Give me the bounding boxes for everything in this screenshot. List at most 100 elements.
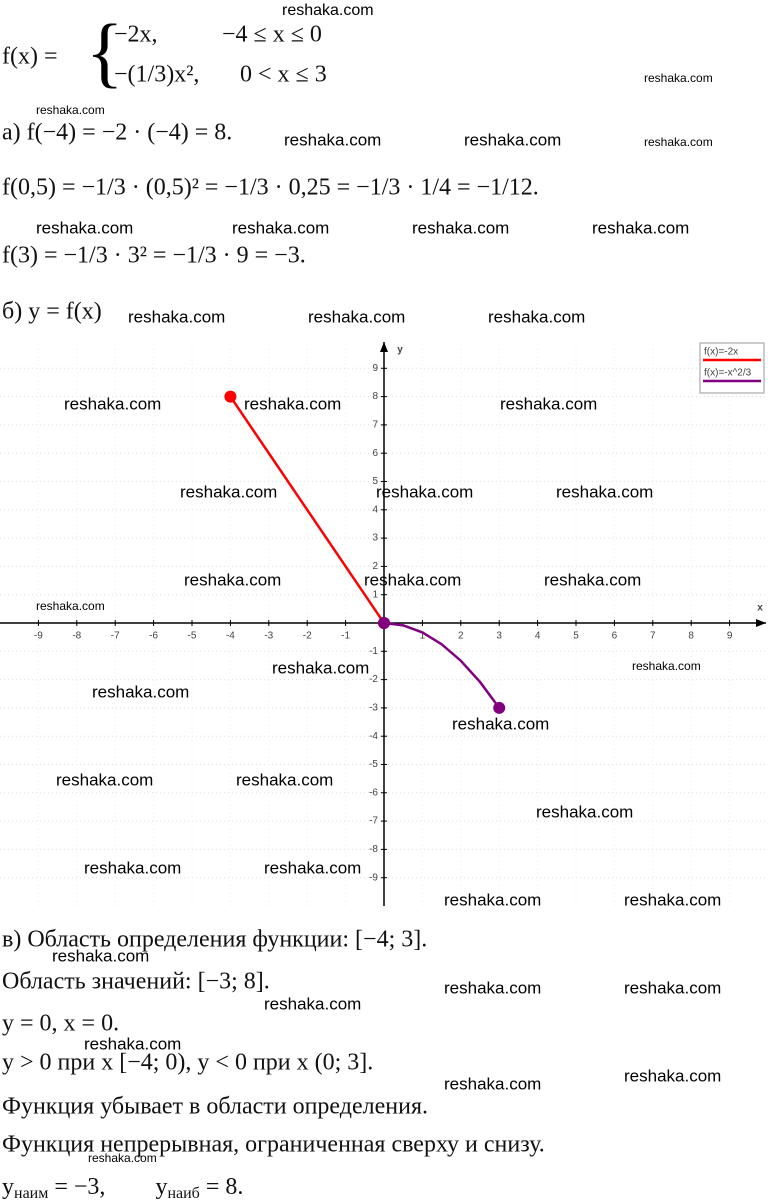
legend-label: f(x)=-2x xyxy=(704,347,738,358)
watermark: reshaka.com xyxy=(84,1034,181,1053)
x-tick-label: 8 xyxy=(688,631,694,642)
y-tick-label: -7 xyxy=(369,816,378,827)
watermark: reshaka.com xyxy=(644,135,713,149)
y-tick-label: -4 xyxy=(369,731,378,742)
x-tick-label: -2 xyxy=(303,631,312,642)
part-b: б) y = f(x) xyxy=(2,299,102,325)
watermark: reshaka.com xyxy=(264,858,361,877)
watermark: reshaka.com xyxy=(444,978,541,997)
series-line xyxy=(229,395,386,624)
watermark: reshaka.com xyxy=(556,482,653,501)
watermark: reshaka.com xyxy=(364,570,461,589)
series-line xyxy=(383,621,501,709)
watermark: reshaka.com xyxy=(536,802,633,821)
watermark: reshaka.com xyxy=(56,770,153,789)
condition-2: 0 < x ≤ 3 xyxy=(240,62,327,88)
watermark: reshaka.com xyxy=(92,682,189,701)
y-tick-label: -1 xyxy=(369,646,378,657)
x-tick-label: -3 xyxy=(264,631,273,642)
chart: -9 -8 -7 -6 -5 -4 -3 -2 -1 1 2 3 4 5 6 7 8 9 -9 -8 -7 -6 -5 -4 -… xyxy=(0,340,768,906)
max-value: = 8. xyxy=(200,1174,244,1200)
x-arrow xyxy=(756,619,766,627)
watermark: reshaka.com xyxy=(412,218,509,237)
watermark: reshaka.com xyxy=(624,890,721,909)
watermark: reshaka.com xyxy=(232,218,329,237)
condition-1: −4 ≤ x ≤ 0 xyxy=(222,22,322,48)
watermark: reshaka.com xyxy=(624,978,721,997)
case-1: −2x, xyxy=(114,22,158,48)
x-axis-label: x xyxy=(757,603,763,614)
part-c-line: Функция убывает в области определения. xyxy=(2,1094,428,1120)
watermark: reshaka.com xyxy=(128,307,225,326)
watermark: reshaka.com xyxy=(282,2,374,19)
y-tick-label: -9 xyxy=(369,872,378,883)
watermark: reshaka.com xyxy=(544,570,641,589)
watermark: reshaka.com xyxy=(236,770,333,789)
x-tick-label: -4 xyxy=(226,631,235,642)
part-a-line: f(3) = −1/3 · 3² = −1/3 · 9 = −3. xyxy=(2,243,306,269)
legend-label: f(x)=-x^2/3 xyxy=(704,368,752,379)
watermark: reshaka.com xyxy=(488,307,585,326)
y-axis-label: y xyxy=(397,345,403,356)
part-c-line: y > 0 при x [−4; 0), y < 0 при x (0; 3]. xyxy=(2,1050,373,1076)
y-arrow xyxy=(380,342,388,352)
watermark: reshaka.com xyxy=(64,394,161,413)
max-symbol: y xyxy=(155,1174,167,1200)
watermark: reshaka.com xyxy=(376,482,473,501)
y-tick-label: 1 xyxy=(372,589,378,600)
watermark: reshaka.com xyxy=(452,714,549,733)
watermark: reshaka.com xyxy=(624,1066,721,1085)
x-tick-label: 2 xyxy=(458,631,464,642)
watermark: reshaka.com xyxy=(244,394,341,413)
x-tick-label: 5 xyxy=(573,631,579,642)
endpoint xyxy=(224,390,237,403)
watermark: reshaka.com xyxy=(184,570,281,589)
y-tick-label: 9 xyxy=(372,363,378,374)
y-tick-label: -2 xyxy=(369,674,378,685)
y-tick-label: -6 xyxy=(369,787,378,798)
watermark: reshaka.com xyxy=(592,218,689,237)
watermark: reshaka.com xyxy=(644,71,713,85)
endpoint xyxy=(493,701,506,714)
x-tick-label: 4 xyxy=(535,631,541,642)
watermark: reshaka.com xyxy=(444,890,541,909)
case-2: −(1/3)x², xyxy=(114,62,199,88)
y-tick-label: 2 xyxy=(372,561,378,572)
y-tick-label: -5 xyxy=(369,759,378,770)
watermark: reshaka.com xyxy=(464,130,561,149)
watermark: reshaka.com xyxy=(36,218,133,237)
y-tick-label: -8 xyxy=(369,844,378,855)
watermark: reshaka.com xyxy=(444,1074,541,1093)
x-tick-label: -6 xyxy=(149,631,158,642)
watermark: reshaka.com xyxy=(36,103,105,117)
watermark: reshaka.com xyxy=(52,946,149,965)
y-tick-label: 5 xyxy=(372,476,378,487)
min-value: = −3, xyxy=(48,1174,105,1200)
watermark: reshaka.com xyxy=(284,130,381,149)
endpoint xyxy=(378,617,390,629)
brace: { xyxy=(86,8,123,95)
min-symbol: y xyxy=(2,1174,14,1200)
part-c-line: в) Область определения функции: [−4; 3]. xyxy=(2,927,427,953)
function-lhs: f(x) = xyxy=(2,44,58,70)
x-tick-label: -5 xyxy=(188,631,197,642)
x-tick-label: 3 xyxy=(496,631,502,642)
legend-box xyxy=(699,342,765,394)
part-c-line: Функция непрерывная, ограниченная сверху… xyxy=(2,1132,545,1158)
watermark: reshaka.com xyxy=(264,994,361,1013)
part-c-line: Область значений: [−3; 8]. xyxy=(2,969,270,995)
y-tick-label: 7 xyxy=(372,420,378,431)
watermark: reshaka.com xyxy=(308,307,405,326)
watermark: reshaka.com xyxy=(500,394,597,413)
x-tick-label: 9 xyxy=(727,631,733,642)
watermark: reshaka.com xyxy=(36,599,105,613)
extremes: yнаим = −3, yнаиб = 8. xyxy=(2,1174,243,1202)
watermark: reshaka.com xyxy=(88,1151,157,1165)
y-tick-label: 4 xyxy=(372,504,378,515)
x-tick-label: -1 xyxy=(341,631,350,642)
min-subscript: наим xyxy=(14,1185,48,1202)
watermark: reshaka.com xyxy=(84,858,181,877)
x-tick-label: 7 xyxy=(650,631,656,642)
x-tick-label: 6 xyxy=(612,631,618,642)
